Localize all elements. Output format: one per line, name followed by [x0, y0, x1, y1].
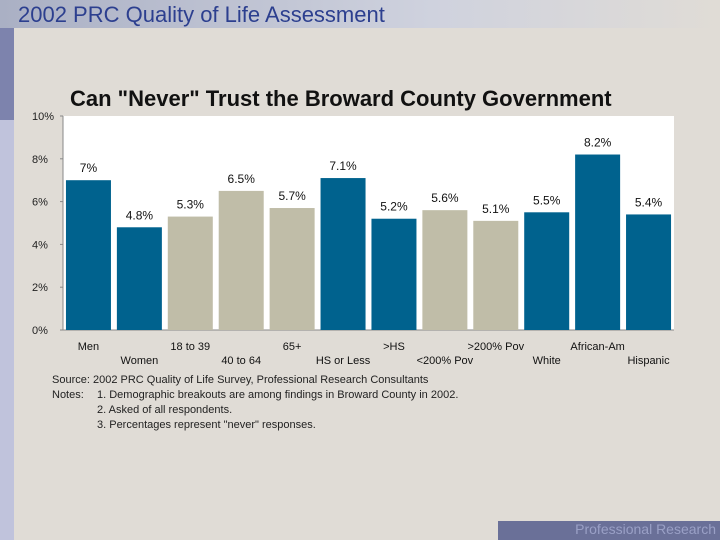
- source-line: Source: 2002 PRC Quality of Life Survey,…: [52, 374, 429, 386]
- bar-value-label: 4.8%: [126, 208, 154, 222]
- y-tick-label: 2%: [32, 282, 48, 294]
- bar: [167, 216, 213, 330]
- notes-label: Notes:: [52, 389, 84, 401]
- x-tick-label: Hispanic: [627, 355, 670, 367]
- bar: [320, 178, 366, 330]
- x-tick-label: 65+: [283, 341, 302, 353]
- y-tick-label: 0%: [32, 325, 48, 337]
- slide-title: 2002 PRC Quality of Life Assessment: [18, 2, 385, 27]
- bar-value-label: 5.6%: [431, 191, 459, 205]
- y-tick-label: 6%: [32, 197, 48, 209]
- x-tick-label: 40 to 64: [221, 355, 261, 367]
- y-tick-label: 8%: [32, 154, 48, 166]
- bar-value-label: 6.5%: [228, 172, 256, 186]
- notes-row: Notes: 1. Demographic breakouts are amon…: [52, 388, 458, 403]
- left-accent-bar-light: [0, 120, 14, 540]
- bar: [218, 190, 264, 330]
- plot-area: [63, 116, 674, 330]
- bar: [473, 220, 519, 330]
- note-2: 2. Asked of all respondents.: [97, 404, 233, 416]
- footer-brand: Professional Research Consultants: [575, 521, 716, 540]
- x-tick-label: 18 to 39: [170, 341, 210, 353]
- bar-value-label: 7%: [80, 161, 98, 175]
- bar-value-label: 5.3%: [177, 198, 205, 212]
- x-tick-label: HS or Less: [316, 355, 371, 367]
- x-tick-label: White: [533, 355, 561, 367]
- bar-value-label: 5.5%: [533, 193, 561, 207]
- title-bar: [0, 0, 720, 28]
- bar: [371, 218, 417, 330]
- bar: [269, 208, 315, 330]
- bar: [575, 154, 621, 330]
- left-accent-bar-dark: [0, 28, 14, 120]
- chart-title: Can "Never" Trust the Broward County Gov…: [70, 86, 612, 111]
- bar-value-label: 5.2%: [380, 200, 408, 214]
- bar: [422, 210, 468, 330]
- x-tick-label: >HS: [383, 341, 405, 353]
- bar: [626, 214, 672, 330]
- bar-value-label: 5.1%: [482, 202, 510, 216]
- x-tick-label: Women: [121, 355, 159, 367]
- bar: [116, 227, 162, 330]
- x-tick-label: Men: [78, 341, 99, 353]
- bar: [524, 212, 570, 330]
- note-1: 1. Demographic breakouts are among findi…: [97, 389, 459, 401]
- note-3: 3. Percentages represent "never" respons…: [97, 419, 316, 431]
- footer-bar: Professional Research Consultants: [498, 521, 720, 540]
- y-tick-label: 4%: [32, 239, 48, 251]
- bar: [65, 180, 111, 330]
- bar-value-label: 5.7%: [278, 189, 306, 203]
- x-tick-label: African-Am: [570, 341, 624, 353]
- x-tick-label: <200% Pov: [417, 355, 474, 367]
- bar-value-label: 7.1%: [329, 159, 357, 173]
- chart-notes: Source: 2002 PRC Quality of Life Survey,…: [52, 373, 458, 433]
- bar-value-label: 8.2%: [584, 136, 612, 150]
- y-tick-label: 10%: [32, 111, 54, 123]
- x-tick-label: >200% Pov: [468, 341, 525, 353]
- bar-value-label: 5.4%: [635, 195, 663, 209]
